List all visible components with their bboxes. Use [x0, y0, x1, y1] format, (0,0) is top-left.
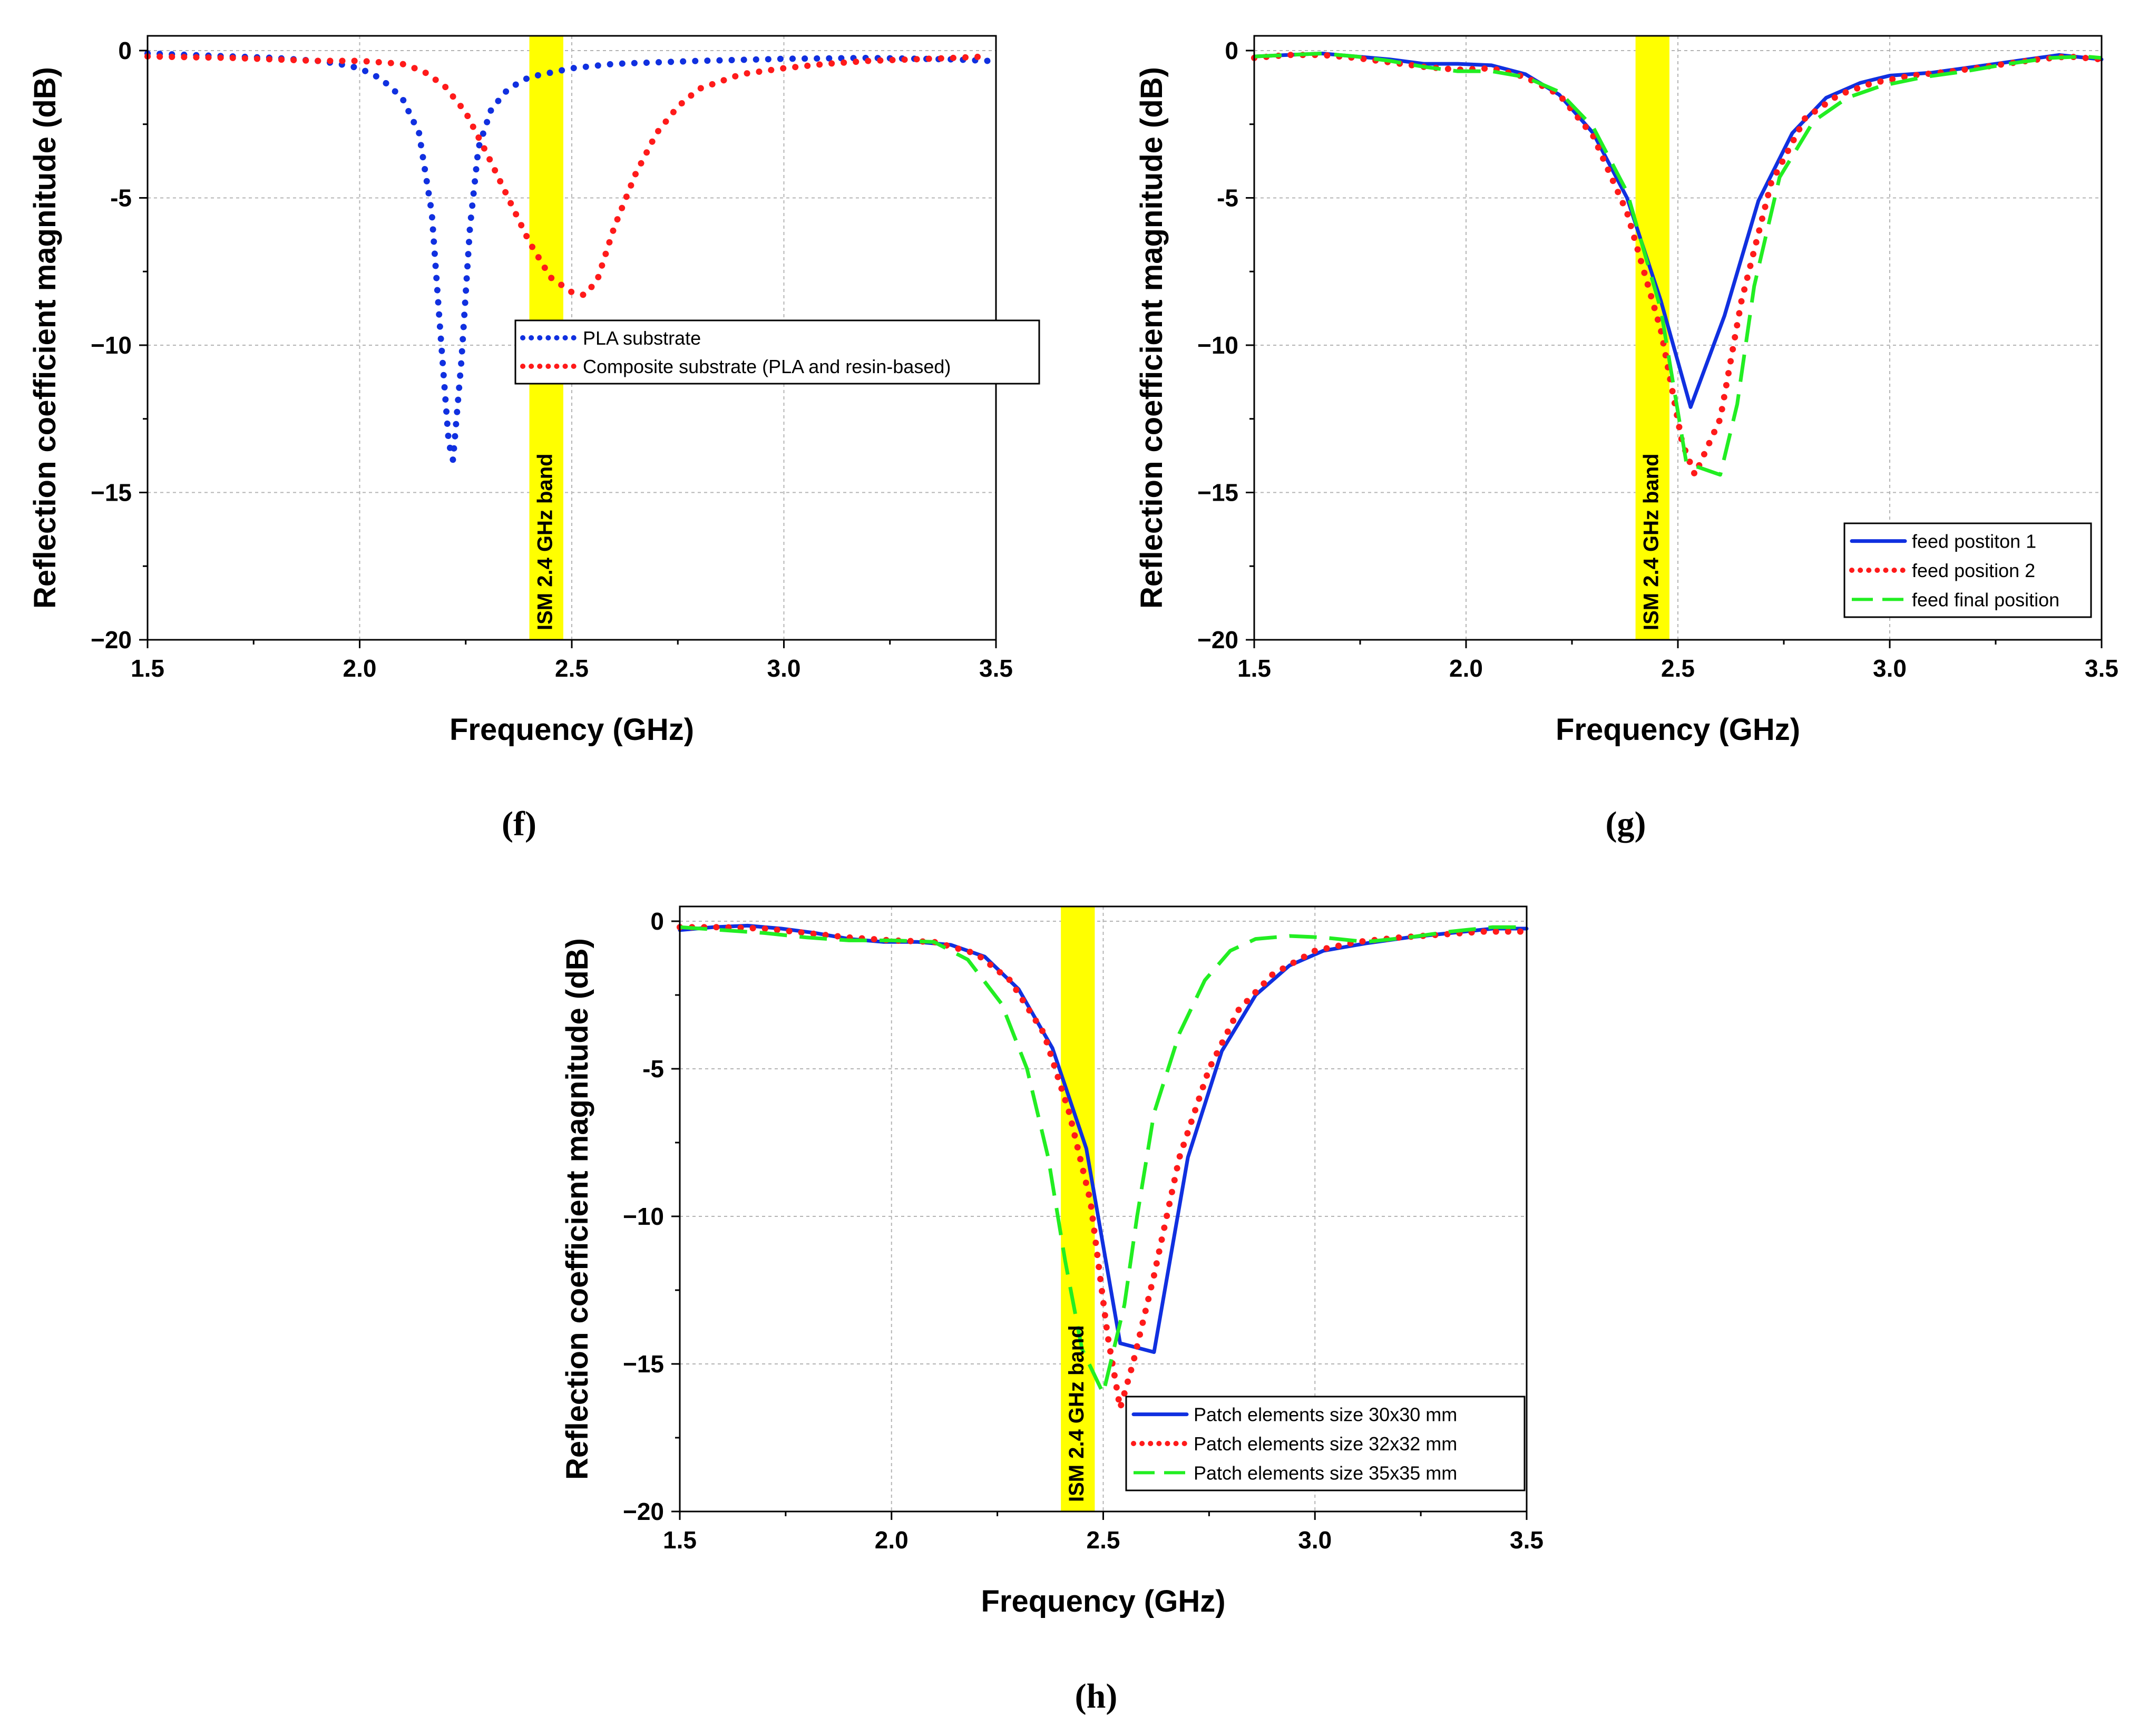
x-tick-label: 3.0 [1873, 655, 1907, 682]
panel-label: (f) [502, 805, 536, 843]
x-axis-title: Frequency (GHz) [981, 1584, 1225, 1618]
series-line-2 [1251, 52, 2105, 478]
y-tick-label: 0 [118, 37, 132, 64]
y-tick-label: −10 [91, 331, 132, 359]
series-line-2 [144, 53, 991, 298]
y-axis-title: Reflection coefficient magnitude (dB) [1135, 67, 1169, 609]
x-axis-title: Frequency (GHz) [450, 713, 694, 747]
y-axis-title: Reflection coefficient magnitude (dB) [560, 938, 594, 1480]
band-label: ISM 2.4 GHz band [1639, 453, 1663, 630]
x-tick-label: 3.5 [1510, 1526, 1544, 1554]
y-tick-label: −20 [623, 1498, 664, 1525]
y-tick-label: −10 [1197, 331, 1238, 359]
legend-label-1: feed postiton 1 [1912, 531, 2036, 552]
series-line-1 [144, 50, 991, 463]
y-tick-label: −10 [623, 1203, 664, 1230]
x-tick-label: 1.5 [131, 655, 164, 682]
x-tick-label: 2.0 [343, 655, 377, 682]
legend: PLA substrate Composite substrate (PLA an… [514, 319, 1040, 385]
legend: feed postiton 1 feed position 2 feed final… [1843, 522, 2092, 618]
y-tick-label: −15 [1197, 479, 1238, 506]
series-line-3 [679, 925, 1527, 1396]
x-tick-label: 3.0 [767, 655, 801, 682]
x-tick-label: 2.5 [1661, 655, 1695, 682]
y-tick-label: 0 [650, 908, 664, 935]
y-tick-label: 0 [1225, 37, 1238, 64]
legend-label-2: Composite substrate (PLA and resin-based… [583, 356, 951, 377]
x-tick-label: 3.0 [1298, 1526, 1332, 1554]
y-tick-label: −15 [91, 479, 132, 506]
legend-box [514, 319, 1040, 385]
x-tick-label: 2.0 [1449, 655, 1483, 682]
series-line-3 [1254, 52, 2102, 477]
legend-box [1125, 1396, 1526, 1491]
panel-label: (h) [1075, 1677, 1118, 1715]
series-line-2 [677, 924, 1530, 1411]
y-tick-label: -5 [110, 184, 132, 211]
legend: Patch elements size 30x30 mm Patch elemen… [1125, 1396, 1526, 1491]
x-tick-label: 3.5 [979, 655, 1013, 682]
legend-label-3: Patch elements size 35x35 mm [1194, 1462, 1457, 1484]
x-axis-title: Frequency (GHz) [1556, 713, 1800, 747]
legend-label-1: Patch elements size 30x30 mm [1194, 1404, 1457, 1426]
band-label: ISM 2.4 GHz band [533, 453, 556, 630]
y-tick-label: −15 [623, 1350, 664, 1378]
y-tick-label: -5 [642, 1055, 664, 1082]
chart-panel-f: ISM 2.4 GHz band 1.5 2.0 2.5 3.0 3.5 0 -5 −10 −15… [28, 35, 1040, 843]
panel-label: (g) [1606, 805, 1646, 843]
x-tick-label: 2.5 [555, 655, 589, 682]
y-tick-label: −20 [91, 626, 132, 654]
legend-label-2: feed position 2 [1912, 560, 2035, 581]
y-tick-label: -5 [1217, 184, 1238, 211]
y-axis-title: Reflection coefficient magnitude (dB) [28, 67, 62, 609]
legend-label-1: PLA substrate [583, 327, 701, 349]
band-label: ISM 2.4 GHz band [1065, 1325, 1088, 1502]
x-tick-label: 1.5 [1237, 655, 1271, 682]
chart-panel-g: ISM 2.4 GHz band 1.5 2.0 2.5 3.0 3.5 0 -5 −10 −15… [1135, 35, 2118, 843]
x-tick-label: 2.0 [875, 1526, 909, 1554]
x-tick-label: 1.5 [663, 1526, 697, 1554]
legend-label-2: Patch elements size 32x32 mm [1194, 1433, 1457, 1455]
chart-panel-h: ISM 2.4 GHz band 1.5 2.0 2.5 3.0 3.5 0 -5 −10 −15… [560, 905, 1544, 1715]
x-tick-label: 2.5 [1087, 1526, 1120, 1554]
legend-label-3: feed final position [1912, 589, 2059, 610]
y-tick-label: −20 [1197, 626, 1238, 654]
x-tick-label: 3.5 [2085, 655, 2118, 682]
